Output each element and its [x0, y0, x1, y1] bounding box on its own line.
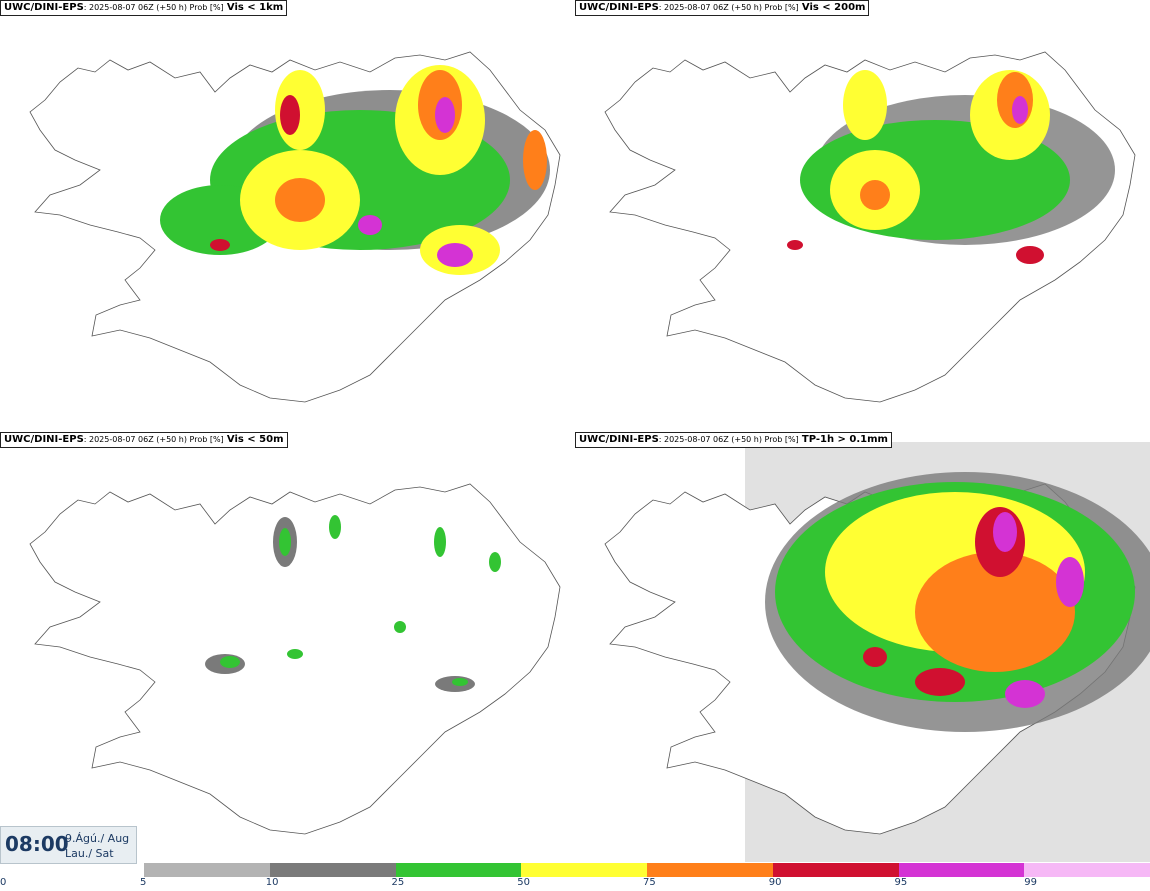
colorbar-segment [521, 863, 648, 877]
valid-time-box: 08:00 9.Ágú./ Aug Lau./ Sat [0, 826, 137, 864]
colorbar-tick-label: 95 [894, 877, 908, 888]
panel-title: UWC/DINI-EPS: 2025-08-07 06Z (+50 h) Pro… [575, 432, 892, 448]
colorbar-tick-label: 50 [517, 877, 530, 888]
colorbar-segment [395, 863, 522, 877]
probability-field [160, 65, 550, 275]
valid-time-date: 9.Ágú./ Aug Lau./ Sat [65, 832, 130, 860]
panel-title: UWC/DINI-EPS: 2025-08-07 06Z (+50 h) Pro… [0, 432, 288, 448]
panel-title: UWC/DINI-EPS: 2025-08-07 06Z (+50 h) Pro… [575, 0, 870, 16]
colorbar-tick-label: 5 [140, 877, 147, 888]
colorbar-tick-label: 75 [643, 877, 656, 888]
colorbar-segment [1024, 863, 1150, 877]
colorbar-tick-label: 0 [0, 877, 7, 888]
map-panel-precip: UWC/DINI-EPS: 2025-08-07 06Z (+50 h) Pro… [575, 432, 1150, 862]
colorbar-tick-label: 10 [265, 877, 279, 888]
map-panel-vis-50m: UWC/DINI-EPS: 2025-08-07 06Z (+50 h) Pro… [0, 432, 575, 862]
colorbar-tick-label: 99 [1024, 877, 1037, 888]
map-panel-vis-1km: UWC/DINI-EPS: 2025-08-07 06Z (+50 h) Pro… [0, 0, 575, 430]
colorbar-segment [647, 863, 774, 877]
colorbar-tick-label: 25 [391, 877, 405, 888]
colorbar [144, 863, 1150, 877]
colorbar-segment [898, 863, 1025, 877]
valid-time-clock: 08:00 [5, 832, 69, 856]
panel-title: UWC/DINI-EPS: 2025-08-07 06Z (+50 h) Pro… [0, 0, 288, 16]
colorbar-segment [269, 863, 396, 877]
probability-field [205, 515, 501, 692]
colorbar-segment [772, 863, 899, 877]
probability-field [787, 70, 1115, 264]
probability-field [765, 472, 1150, 732]
colorbar-segment [144, 863, 271, 877]
map-panel-vis-200m: UWC/DINI-EPS: 2025-08-07 06Z (+50 h) Pro… [575, 0, 1150, 430]
colorbar-tick-label: 90 [768, 877, 782, 888]
